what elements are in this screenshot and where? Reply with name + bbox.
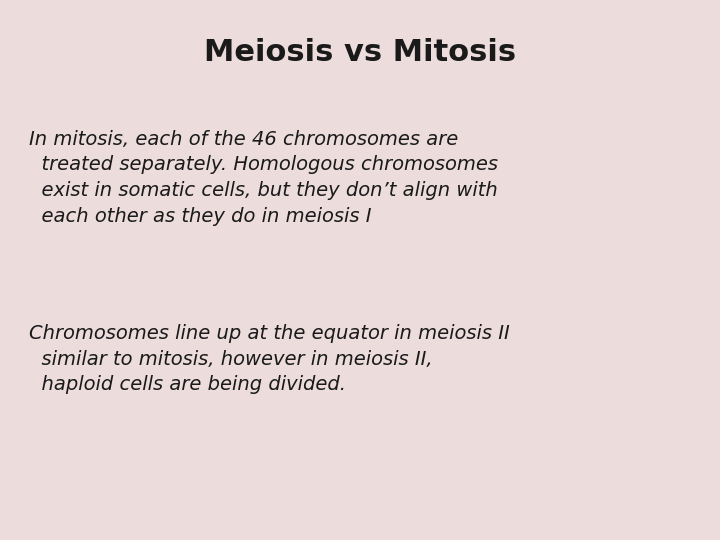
Text: In mitosis, each of the 46 chromosomes are
  treated separately. Homologous chro: In mitosis, each of the 46 chromosomes a…	[29, 130, 498, 226]
Text: Meiosis vs Mitosis: Meiosis vs Mitosis	[204, 38, 516, 67]
Text: Chromosomes line up at the equator in meiosis II
  similar to mitosis, however i: Chromosomes line up at the equator in me…	[29, 324, 510, 395]
